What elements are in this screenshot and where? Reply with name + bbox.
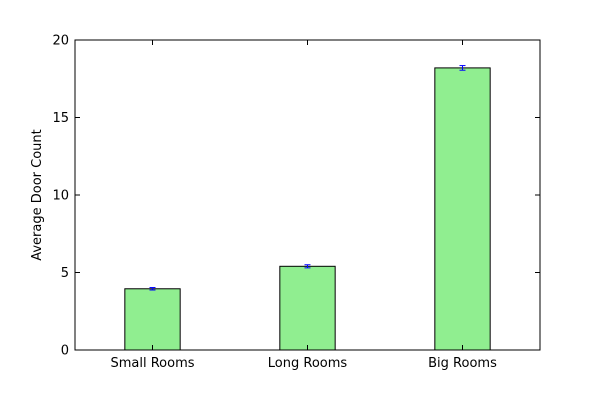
y-tick-label: 10 [52, 189, 69, 204]
x-tick-label: Big Rooms [428, 356, 497, 371]
y-tick-label: 0 [61, 344, 69, 359]
x-tick-label: Small Rooms [110, 356, 194, 371]
bar-small-rooms [124, 288, 181, 351]
y-tick-label: 15 [52, 111, 69, 126]
bar-long-rooms [279, 265, 336, 351]
y-tick-label: 5 [61, 266, 69, 281]
y-tick-label: 20 [52, 34, 69, 49]
errorbars-group [149, 65, 466, 291]
y-axis-ticks: 0 5 10 15 20 [52, 34, 540, 359]
x-tick-label: Long Rooms [268, 356, 348, 371]
y-axis-label: Average Door Count [30, 129, 45, 261]
bar-big-rooms [434, 67, 491, 351]
bars-group [124, 67, 491, 351]
errorbar-big-rooms [459, 65, 466, 71]
errorbar-long-rooms [304, 264, 311, 269]
x-axis-ticks: Small Rooms Long Rooms Big Rooms [110, 40, 497, 371]
errorbar-small-rooms [149, 287, 156, 291]
